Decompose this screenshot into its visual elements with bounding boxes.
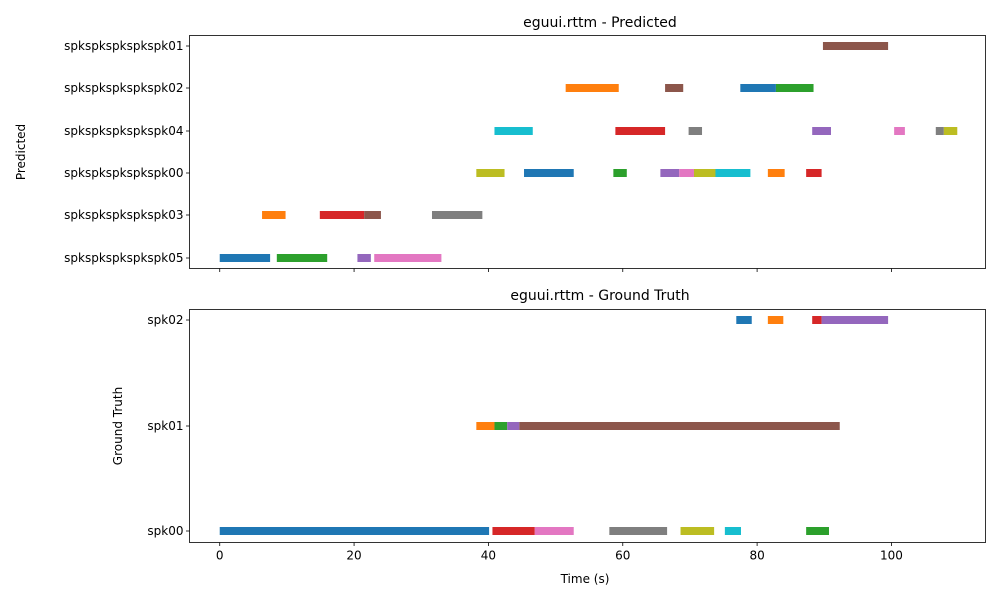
predicted-segment <box>943 127 958 135</box>
predicted-segment <box>715 169 751 177</box>
predicted-segment <box>494 127 533 135</box>
predicted-segment <box>812 127 831 135</box>
predicted-segment <box>894 127 905 135</box>
predicted-y-tick-label: spkspkspkspkspk05 <box>64 251 183 265</box>
ground-truth-chart: eguui.rttm - Ground Truth Ground Truth T… <box>111 288 986 586</box>
predicted-segment <box>374 254 442 262</box>
predicted-y-tick-label: spkspkspkspkspk04 <box>64 124 183 138</box>
ground-truth-segment <box>736 316 752 324</box>
ground-truth-segment <box>519 422 840 430</box>
ground-truth-plot-frame <box>189 309 986 543</box>
ground-truth-x-tick-label: 60 <box>615 549 630 563</box>
predicted-segment <box>660 169 680 177</box>
ground-truth-x-tick-label: 0 <box>216 549 224 563</box>
ground-truth-segment <box>812 316 822 324</box>
ground-truth-segment <box>492 527 535 535</box>
predicted-segment <box>693 169 719 177</box>
predicted-segment <box>565 84 619 92</box>
predicted-segments <box>219 42 958 262</box>
predicted-segment <box>524 169 574 177</box>
ground-truth-y-tick-label: spk01 <box>147 419 183 433</box>
predicted-segment <box>476 169 505 177</box>
ground-truth-axis-ticks: spk00 spk01 spk02 0 20 40 60 80 100 <box>147 313 903 563</box>
predicted-plot-frame <box>189 35 986 269</box>
ground-truth-segment <box>507 422 520 430</box>
predicted-segment <box>688 127 703 135</box>
predicted-segment <box>319 211 365 219</box>
ground-truth-segment <box>476 422 495 430</box>
predicted-segment <box>775 84 814 92</box>
predicted-y-tick-label: spkspkspkspkspk02 <box>64 81 183 95</box>
ground-truth-segment <box>609 527 668 535</box>
predicted-chart-title: eguui.rttm - Predicted <box>523 15 677 31</box>
predicted-segment <box>615 127 666 135</box>
ground-truth-y-tick-label: spk02 <box>147 313 183 327</box>
ground-truth-segment <box>724 527 741 535</box>
ground-truth-x-tick-label: 20 <box>346 549 361 563</box>
ground-truth-segment <box>767 316 784 324</box>
ground-truth-segment <box>219 527 490 535</box>
predicted-y-tick-label: spkspkspkspkspk03 <box>64 208 183 222</box>
predicted-segment <box>665 84 684 92</box>
predicted-segment <box>806 169 822 177</box>
ground-truth-y-tick-label: spk00 <box>147 524 183 538</box>
ground-truth-x-tick-label: 100 <box>880 549 903 563</box>
predicted-y-axis-label: Predicted <box>14 124 28 180</box>
ground-truth-segment <box>494 422 508 430</box>
predicted-segment <box>276 254 328 262</box>
predicted-segment <box>262 211 286 219</box>
predicted-segment <box>822 42 889 50</box>
predicted-y-tick-label: spkspkspkspkspk00 <box>64 166 183 180</box>
predicted-segment <box>613 169 627 177</box>
ground-truth-segment <box>534 527 574 535</box>
predicted-axis-ticks: spkspkspkspkspk05 spkspkspkspkspk03 spkspk… <box>64 39 892 272</box>
ground-truth-y-axis-label: Ground Truth <box>111 387 125 465</box>
predicted-y-tick-label: spkspkspkspkspk01 <box>64 39 183 53</box>
predicted-chart: eguui.rttm - Predicted Predicted spkspks… <box>14 15 986 272</box>
predicted-segment <box>431 211 483 219</box>
predicted-segment <box>364 211 381 219</box>
predicted-segment <box>219 254 271 262</box>
ground-truth-segment <box>821 316 889 324</box>
predicted-segment <box>935 127 944 135</box>
ground-truth-x-tick-label: 80 <box>749 549 764 563</box>
ground-truth-x-tick-label: 40 <box>481 549 496 563</box>
ground-truth-chart-title: eguui.rttm - Ground Truth <box>510 288 689 304</box>
predicted-segment <box>679 169 694 177</box>
predicted-segment <box>767 169 785 177</box>
ground-truth-segment <box>806 527 829 535</box>
ground-truth-segments <box>219 316 889 535</box>
predicted-segment <box>357 254 371 262</box>
predicted-segment <box>740 84 776 92</box>
ground-truth-segment <box>680 527 715 535</box>
x-axis-label: Time (s) <box>560 572 610 586</box>
